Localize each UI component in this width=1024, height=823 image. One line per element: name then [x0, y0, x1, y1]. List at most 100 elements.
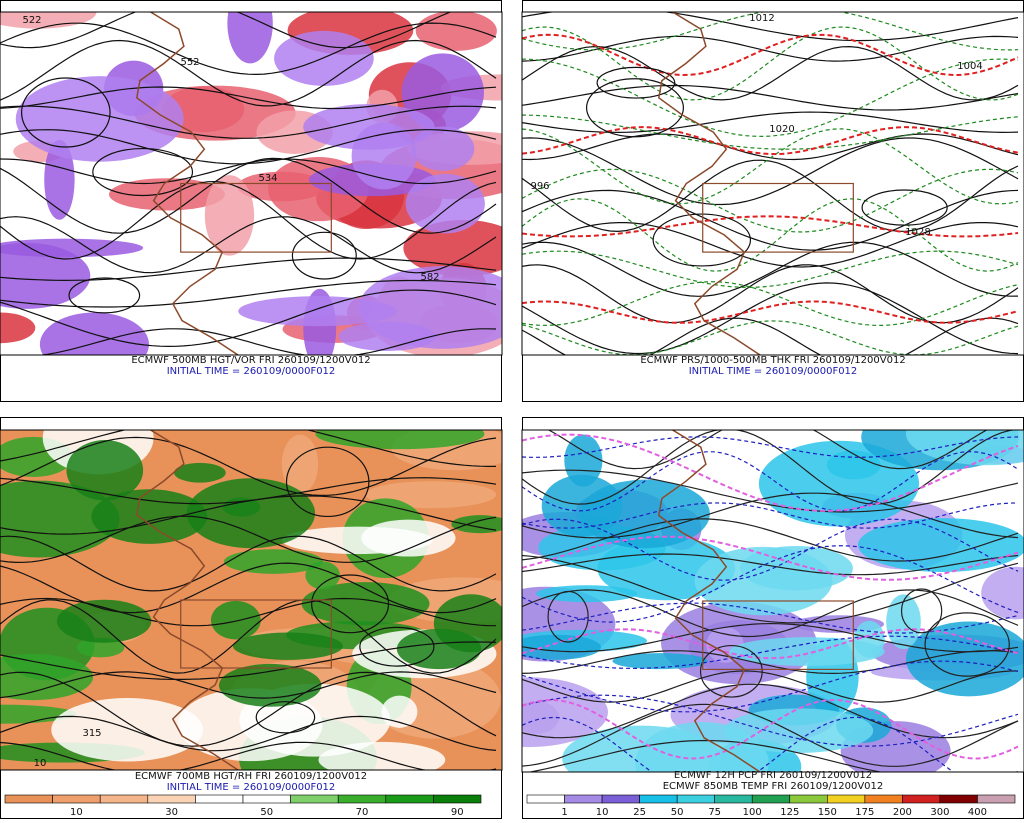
field-shade [562, 725, 722, 772]
contour-line [522, 553, 1019, 576]
field-shade [315, 430, 485, 450]
colorbar-swatch [52, 794, 101, 804]
field-shade [227, 12, 273, 64]
contour-line [0, 157, 497, 234]
caption: INITIAL TIME = 260109/0000F012 [689, 366, 858, 377]
field-shade [204, 175, 255, 256]
field-shade [564, 434, 603, 487]
closed-contour [585, 78, 685, 138]
contour-line [522, 33, 1019, 77]
colorbar-label: 400 [968, 807, 987, 818]
colorbar-label: 50 [671, 807, 684, 818]
closed-contour [92, 147, 194, 197]
field-shade [274, 30, 374, 86]
contour-line [522, 492, 1019, 539]
contour-line [0, 86, 497, 110]
us-border [180, 599, 332, 669]
contour-line [0, 436, 497, 497]
map-panel: 315 10 ECMWF 700MB HGT/RH FRI 260109/1200V… [0, 417, 503, 819]
contour-line [0, 599, 497, 674]
coastline [135, 430, 239, 770]
colorbar-swatch [676, 794, 715, 804]
field-shade [536, 585, 638, 603]
field-shade [857, 518, 1024, 572]
contour-line [522, 703, 1019, 767]
contour-line [0, 495, 497, 535]
closed-contour [285, 446, 370, 518]
field-shade [232, 632, 343, 660]
contour-line [0, 216, 497, 274]
colorbar-label: 70 [356, 807, 369, 818]
colorbar-swatch [195, 794, 244, 804]
field-shade [0, 12, 97, 29]
map-panel: 522 534 582 552 ECMWF 500MB HGT/VOR FRI 2601… [0, 0, 503, 402]
contour-line [522, 518, 1019, 581]
field-shade [210, 600, 261, 640]
caption: ECMWF 500MB HGT/VOR FRI 260109/1200V012 [131, 355, 370, 366]
contour-line [522, 622, 1019, 653]
contour-line [522, 111, 1019, 134]
contour-label: 1004 [957, 61, 982, 72]
colorbar-swatch [864, 794, 903, 804]
closed-contour [291, 231, 357, 280]
contour-line [0, 279, 497, 308]
field-shade [281, 526, 433, 554]
contour-line [522, 241, 1019, 297]
contour-line [522, 137, 1019, 206]
field-shade [0, 480, 120, 558]
contour-line [522, 430, 1018, 505]
contour-line [0, 289, 497, 348]
contour-line [0, 741, 497, 770]
contour-line [522, 589, 1019, 638]
contour-line [522, 518, 1019, 562]
contour-line [547, 430, 988, 470]
field-shade [396, 628, 482, 670]
field-shade [401, 53, 484, 132]
colorbar-swatch [977, 794, 1016, 804]
contour-line [522, 469, 1019, 513]
contour-line [0, 715, 497, 752]
colorbar-swatch [99, 794, 149, 804]
colorbar-label: 100 [743, 807, 762, 818]
contour-line [522, 58, 1019, 138]
contour-label: 582 [420, 272, 439, 283]
contour-line [522, 694, 1019, 747]
map-panel: 1012 1020 996 1028 1004 ECMWF PRS/1000-500MB … [521, 0, 1024, 402]
contour-line [522, 168, 1019, 233]
colorbar-label: 1 [561, 807, 567, 818]
field-shade [301, 582, 430, 626]
closed-contour [699, 644, 763, 698]
contour-line [522, 300, 1019, 324]
contour-line [522, 635, 1019, 670]
field-shade [305, 561, 341, 590]
colorbar-swatch [902, 794, 941, 804]
field-shade [281, 434, 319, 494]
field-shade [981, 566, 1024, 620]
field-shade [218, 663, 322, 707]
field-shade [522, 634, 602, 660]
closed-contour [359, 626, 435, 667]
field-shade [826, 450, 881, 480]
us-border [180, 182, 332, 253]
closed-contour [68, 277, 141, 314]
field-shade [15, 76, 184, 162]
colorbar-swatch [789, 794, 828, 804]
colorbar-swatch [147, 794, 196, 804]
closed-contour [924, 612, 1010, 677]
contour-line [522, 660, 1019, 713]
field-shade [66, 440, 144, 501]
field-shade [451, 515, 502, 534]
contour-line [522, 450, 1019, 512]
colorbar-label: 90 [451, 807, 464, 818]
contour-line [522, 545, 1019, 623]
contour-line [522, 128, 1019, 205]
contour-label: 996 [530, 181, 549, 192]
field-shade [76, 637, 125, 658]
coastline [135, 12, 239, 355]
field-shade [108, 178, 225, 211]
contour-line [37, 328, 497, 355]
map-area [0, 430, 502, 770]
contour-label: 1012 [749, 13, 774, 24]
contour-line [0, 641, 497, 680]
